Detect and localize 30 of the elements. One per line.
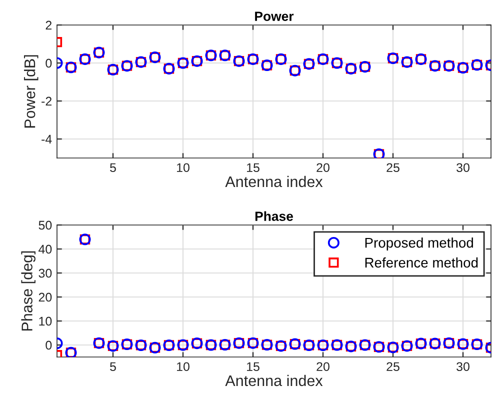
x-tick-label: 25 bbox=[386, 163, 400, 172]
x-tick-label: 10 bbox=[177, 362, 190, 372]
x-axis-title: Antenna index bbox=[225, 176, 323, 188]
x-tick-label: 30 bbox=[456, 362, 470, 372]
y-axis-title: Phase [deg] bbox=[21, 251, 36, 331]
y-tick-label: 30 bbox=[38, 268, 52, 278]
x-tick-label: 10 bbox=[177, 163, 190, 172]
x-tick-label: 5 bbox=[110, 163, 116, 172]
y-axis-title: Power [dB] bbox=[24, 55, 38, 128]
y-tick-label: 0 bbox=[46, 58, 52, 68]
x-tick-label: 20 bbox=[316, 163, 330, 172]
chart-title: Power bbox=[255, 12, 294, 21]
x-tick-label: 20 bbox=[316, 362, 330, 372]
x-tick-label: 25 bbox=[386, 362, 400, 372]
y-tick-label: 50 bbox=[38, 220, 52, 230]
legend-label: Proposed method bbox=[365, 238, 473, 250]
x-tick-label: 15 bbox=[247, 362, 260, 372]
y-tick-label: 0 bbox=[46, 340, 52, 350]
x-tick-label: 15 bbox=[247, 163, 260, 172]
y-tick-label: -2 bbox=[42, 96, 52, 106]
x-axis-title: Antenna index bbox=[225, 374, 323, 386]
chart-title: Phase bbox=[255, 211, 293, 221]
x-tick-label: 30 bbox=[456, 163, 470, 172]
y-tick-label: 40 bbox=[38, 244, 52, 254]
y-tick-label: 10 bbox=[39, 316, 52, 326]
y-tick-label: 2 bbox=[46, 20, 52, 30]
y-tick-label: 20 bbox=[38, 292, 52, 302]
legend-label: Reference method bbox=[365, 257, 478, 268]
y-tick-label: -4 bbox=[42, 134, 52, 144]
x-tick-label: 5 bbox=[110, 362, 116, 372]
